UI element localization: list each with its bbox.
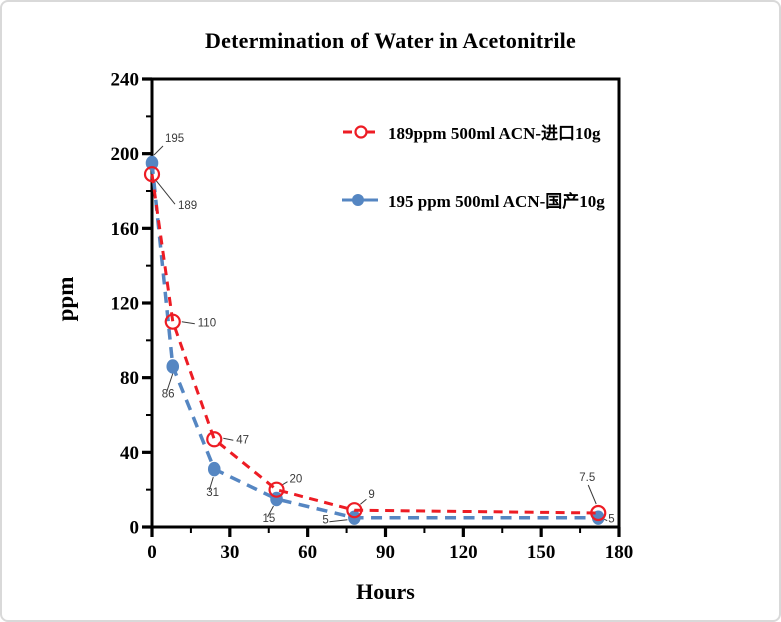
svg-text:31: 31 <box>206 487 219 499</box>
svg-text:5: 5 <box>322 515 328 527</box>
svg-text:120: 120 <box>111 294 140 315</box>
legend-marker-line-filled-circle-icon <box>342 193 378 206</box>
svg-text:0: 0 <box>147 542 157 563</box>
svg-text:160: 160 <box>111 219 140 240</box>
legend-marker-dashed-open-circle-icon <box>343 124 375 139</box>
svg-text:20: 20 <box>290 474 303 486</box>
svg-text:180: 180 <box>605 542 634 563</box>
svg-text:200: 200 <box>111 144 140 165</box>
svg-text:120: 120 <box>449 542 478 563</box>
svg-text:5: 5 <box>608 514 614 526</box>
svg-text:110: 110 <box>198 318 216 330</box>
svg-text:150: 150 <box>527 542 556 563</box>
svg-text:40: 40 <box>120 443 139 464</box>
svg-text:30: 30 <box>220 542 239 563</box>
legend-label-imported: 189ppm 500ml ACN-进口10g <box>388 124 601 143</box>
svg-text:60: 60 <box>298 542 317 563</box>
svg-text:86: 86 <box>162 388 175 400</box>
x-axis-title: Hours <box>356 579 415 604</box>
legend-label-domestic: 195 ppm 500ml ACN-国产10g <box>388 192 605 211</box>
svg-text:0: 0 <box>130 518 140 539</box>
chart-title: Determination of Water in Acetonitrile <box>205 28 576 53</box>
svg-text:90: 90 <box>376 542 395 563</box>
legend-item-domestic: 195 ppm 500ml ACN-国产10g <box>342 187 605 212</box>
svg-text:7.5: 7.5 <box>579 472 595 484</box>
svg-text:80: 80 <box>120 368 139 389</box>
svg-text:47: 47 <box>236 434 249 446</box>
svg-text:240: 240 <box>111 70 140 91</box>
svg-text:195: 195 <box>165 133 184 145</box>
legend-item-imported: 189ppm 500ml ACN-进口10g <box>342 119 601 144</box>
svg-text:189: 189 <box>178 200 197 212</box>
svg-text:9: 9 <box>368 489 374 501</box>
svg-text:15: 15 <box>263 513 276 525</box>
